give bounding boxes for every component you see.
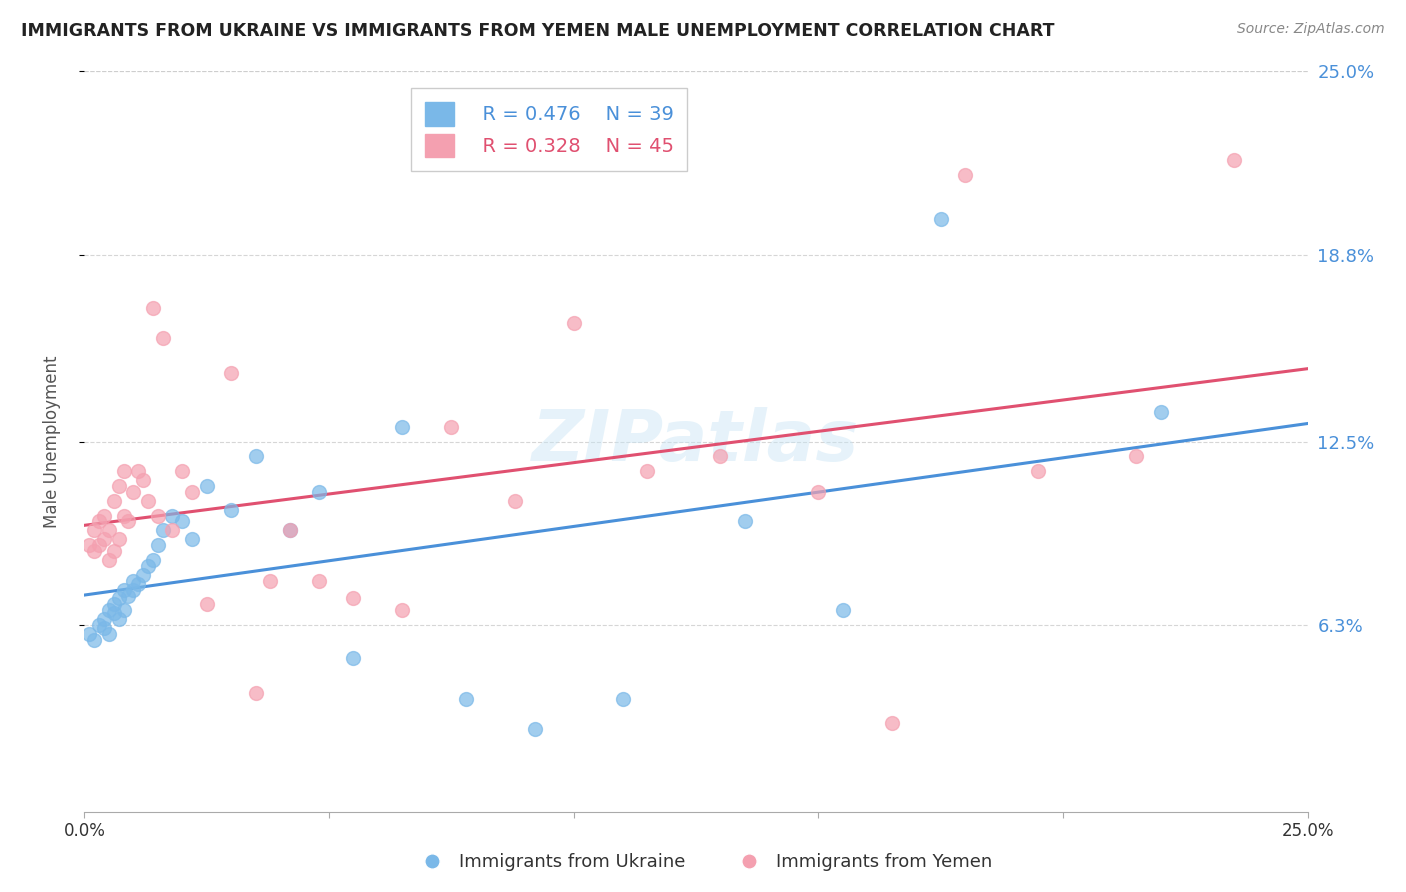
- Point: [342, 591, 364, 606]
- Point: [709, 450, 731, 464]
- Point: [807, 484, 830, 499]
- Point: [103, 493, 125, 508]
- Point: [172, 515, 194, 529]
- Point: [112, 603, 135, 617]
- Point: [132, 567, 155, 582]
- Point: [122, 574, 145, 588]
- Point: [734, 515, 756, 529]
- Point: [308, 574, 330, 588]
- Point: [219, 502, 242, 516]
- Point: [83, 632, 105, 647]
- Point: [391, 419, 413, 434]
- Point: [1125, 450, 1147, 464]
- Point: [97, 627, 120, 641]
- Text: IMMIGRANTS FROM UKRAINE VS IMMIGRANTS FROM YEMEN MALE UNEMPLOYMENT CORRELATION C: IMMIGRANTS FROM UKRAINE VS IMMIGRANTS FR…: [21, 22, 1054, 40]
- Point: [97, 553, 120, 567]
- Point: [117, 515, 139, 529]
- Point: [342, 650, 364, 665]
- Point: [83, 544, 105, 558]
- Point: [195, 479, 218, 493]
- Point: [953, 168, 976, 182]
- Point: [112, 508, 135, 523]
- Point: [83, 524, 105, 538]
- Point: [523, 722, 546, 736]
- Point: [440, 419, 463, 434]
- Point: [454, 692, 477, 706]
- Point: [93, 533, 115, 547]
- Point: [87, 515, 110, 529]
- Point: [152, 331, 174, 345]
- Point: [636, 464, 658, 478]
- Point: [87, 618, 110, 632]
- Point: [97, 524, 120, 538]
- Legend:   R = 0.476    N = 39,   R = 0.328    N = 45: R = 0.476 N = 39, R = 0.328 N = 45: [411, 88, 688, 171]
- Text: Source: ZipAtlas.com: Source: ZipAtlas.com: [1237, 22, 1385, 37]
- Point: [107, 479, 129, 493]
- Point: [146, 508, 169, 523]
- Point: [308, 484, 330, 499]
- Point: [117, 589, 139, 603]
- Point: [245, 450, 267, 464]
- Point: [162, 524, 184, 538]
- Point: [278, 524, 301, 538]
- Point: [103, 598, 125, 612]
- Point: [87, 538, 110, 552]
- Point: [152, 524, 174, 538]
- Point: [162, 508, 184, 523]
- Point: [142, 301, 165, 316]
- Point: [136, 493, 159, 508]
- Point: [122, 484, 145, 499]
- Point: [195, 598, 218, 612]
- Point: [93, 612, 115, 626]
- Point: [77, 538, 100, 552]
- Text: ZIPatlas: ZIPatlas: [533, 407, 859, 476]
- Point: [93, 508, 115, 523]
- Point: [929, 212, 952, 227]
- Point: [259, 574, 281, 588]
- Point: [172, 464, 194, 478]
- Point: [112, 464, 135, 478]
- Point: [245, 686, 267, 700]
- Point: [880, 715, 903, 730]
- Y-axis label: Male Unemployment: Male Unemployment: [42, 355, 60, 528]
- Point: [93, 621, 115, 635]
- Point: [112, 582, 135, 597]
- Point: [136, 558, 159, 573]
- Point: [122, 582, 145, 597]
- Point: [146, 538, 169, 552]
- Point: [181, 533, 204, 547]
- Point: [107, 533, 129, 547]
- Point: [391, 603, 413, 617]
- Point: [142, 553, 165, 567]
- Point: [103, 544, 125, 558]
- Point: [103, 607, 125, 621]
- Point: [107, 591, 129, 606]
- Point: [127, 576, 149, 591]
- Point: [503, 493, 526, 508]
- Point: [127, 464, 149, 478]
- Point: [1028, 464, 1050, 478]
- Point: [132, 473, 155, 487]
- Point: [77, 627, 100, 641]
- Point: [1150, 405, 1173, 419]
- Point: [107, 612, 129, 626]
- Point: [219, 367, 242, 381]
- Legend: Immigrants from Ukraine, Immigrants from Yemen: Immigrants from Ukraine, Immigrants from…: [406, 847, 1000, 879]
- Point: [278, 524, 301, 538]
- Point: [562, 316, 585, 330]
- Point: [97, 603, 120, 617]
- Point: [181, 484, 204, 499]
- Point: [831, 603, 853, 617]
- Point: [612, 692, 634, 706]
- Point: [1223, 153, 1246, 168]
